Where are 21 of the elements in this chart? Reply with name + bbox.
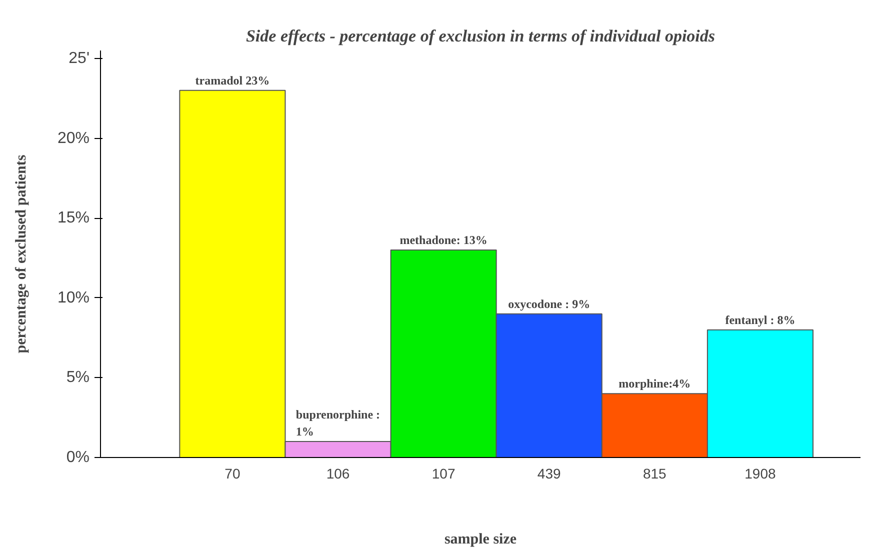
data-label: fentanyl : 8% xyxy=(725,312,796,327)
x-tick-label: 106 xyxy=(326,466,350,482)
data-label: buprenorphine : 1% xyxy=(296,408,380,439)
x-tick-label: 107 xyxy=(432,466,456,482)
y-tick-label: 10% xyxy=(57,289,90,306)
y-tick-label: 0% xyxy=(66,449,90,466)
x-tick-label: 815 xyxy=(642,466,667,482)
data-label: tramadol 23% xyxy=(195,73,270,88)
y-axis-title: percentage of exclused patients xyxy=(13,154,30,354)
y-tick-label: 5% xyxy=(66,369,90,386)
y-tick-label: 20% xyxy=(57,130,90,147)
x-axis-title: sample size xyxy=(444,532,517,548)
chart-title: Side effects - percentage of exclusion in terms of individual opioids xyxy=(246,26,716,46)
y-tick-label: 25' xyxy=(68,50,90,67)
data-label: methadone: 13% xyxy=(400,233,488,248)
data-label: morphine:4% xyxy=(618,376,691,391)
data-label: oxycodone : 9% xyxy=(508,296,590,311)
x-tick-label: 70 xyxy=(224,466,240,482)
y-tick-label: 15% xyxy=(57,210,90,227)
x-tick-label: 439 xyxy=(537,466,562,482)
x-tick-label: 1908 xyxy=(744,466,776,482)
